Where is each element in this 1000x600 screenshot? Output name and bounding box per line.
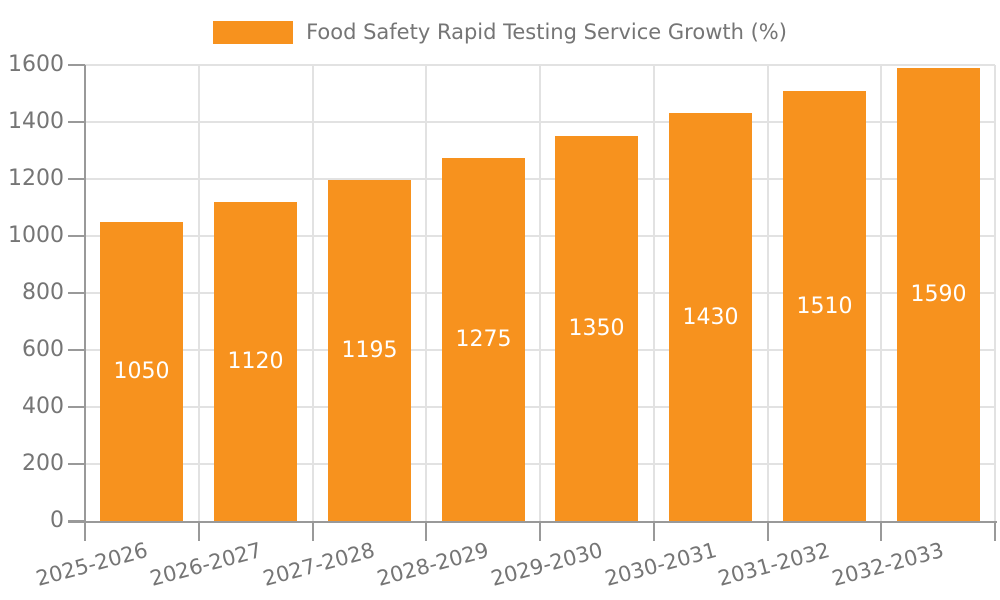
x-axis-category-label: 2031-2032 [715,538,833,591]
x-axis-line [68,521,997,523]
y-axis-tick-label: 600 [22,337,64,362]
x-axis-category-label: 2026-2027 [147,538,265,591]
y-axis-tick [68,463,85,465]
x-axis-tick [652,521,655,541]
legend-swatch [213,20,294,44]
x-axis-tick [84,521,86,541]
y-axis-tick-label: 800 [22,280,64,305]
x-axis-category-label: 2030-2031 [602,538,720,591]
x-axis-category-label: 2027-2028 [260,538,378,591]
x-axis-tick [197,521,200,541]
x-axis-category-label: 2025-2026 [33,538,151,591]
y-axis-tick [68,349,85,351]
y-axis-tick [68,178,85,180]
bar-value-label: 1430 [682,304,739,330]
x-axis-category-label: 2029-2030 [488,538,606,591]
y-axis-tick-label: 0 [50,508,64,533]
bar-value-label: 1590 [910,282,967,307]
y-axis-line [84,65,86,523]
gridline-vertical [539,65,541,521]
y-axis-tick [68,64,85,66]
y-axis-tick-label: 1200 [8,166,64,191]
y-axis-tick [68,292,85,294]
gridline-vertical [652,65,655,521]
x-axis-category-label: 2032-2033 [829,538,947,591]
bar-value-label: 1050 [113,359,170,384]
bar-2026-2027[interactable]: 1120 [214,202,297,521]
gridline-vertical [766,65,769,521]
bar-2027-2028[interactable]: 1195 [328,180,411,521]
bar-2031-2032[interactable]: 1510 [783,91,866,521]
legend-label: Food Safety Rapid Testing Service Growth… [306,20,787,44]
x-axis-tick [311,521,314,541]
bar-value-label: 1195 [341,338,398,363]
x-axis-tick [766,521,769,541]
bar-2028-2029[interactable]: 1275 [442,158,525,521]
x-axis-tick [539,521,541,541]
gridline-vertical [425,65,428,521]
bar-value-label: 1350 [568,316,625,341]
y-axis-tick-label: 1600 [8,52,64,77]
gridline-vertical [880,65,883,521]
gridline-vertical [197,65,200,521]
gridline-vertical [994,65,996,521]
y-axis-tick [68,406,85,408]
bar-2025-2026[interactable]: 1050 [100,222,183,521]
y-axis-tick-label: 1400 [8,109,64,134]
y-axis-tick-label: 400 [22,394,64,419]
y-axis-tick-label: 1000 [8,223,64,248]
legend-item[interactable]: Food Safety Rapid Testing Service Growth… [0,20,1000,44]
x-axis-category-label: 2028-2029 [374,538,492,591]
bar-2030-2031[interactable]: 1430 [669,113,752,521]
bar-value-label: 1510 [796,293,853,319]
bar-value-label: 1120 [227,349,284,374]
y-axis-tick [68,235,85,237]
x-axis-tick [425,521,428,541]
bar-2029-2030[interactable]: 1350 [555,136,638,521]
bar-2032-2033[interactable]: 1590 [897,68,980,521]
y-axis-tick-label: 200 [22,451,64,476]
y-axis-tick [68,121,85,123]
x-axis-tick [880,521,883,541]
gridline-vertical [311,65,314,521]
bar-value-label: 1275 [455,327,512,352]
x-axis-tick [994,521,996,541]
